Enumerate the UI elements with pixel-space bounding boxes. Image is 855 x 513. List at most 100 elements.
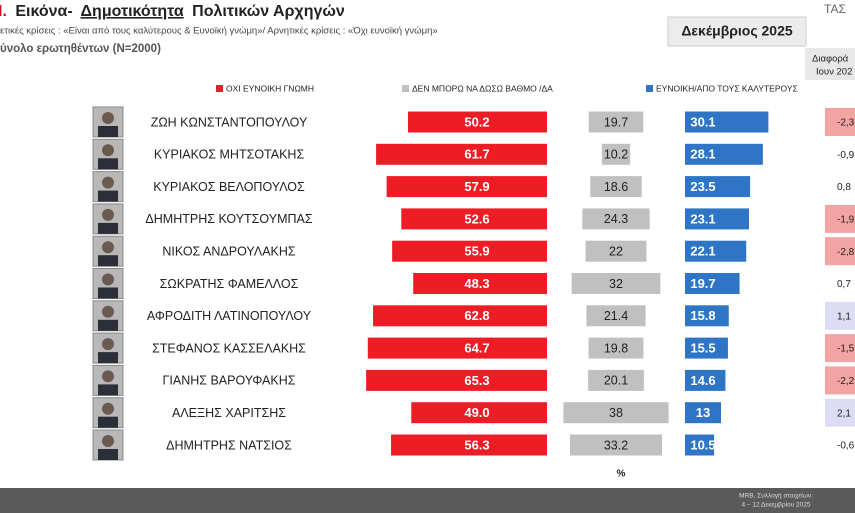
bar: [376, 143, 547, 165]
candidate-name: ΑΦΡΟΔΙΤΗ ΛΑΤΙΝΟΠΟΥΛΟΥ: [147, 309, 312, 323]
photo-head: [102, 435, 114, 447]
value-label: 14.6: [690, 373, 715, 388]
bar: [685, 111, 769, 133]
value-label: 62.8: [464, 308, 489, 323]
bar: [685, 208, 749, 230]
candidate-name: ΑΛΕΞΗΣ ΧΑΡΙΤΣΗΣ: [172, 406, 286, 420]
diff-cell: [825, 301, 855, 330]
bar: [685, 337, 728, 359]
photo-body: [98, 384, 118, 396]
diff-cell: [825, 366, 855, 395]
photo-head: [102, 112, 114, 124]
legend-label: ΔΕΝ ΜΠΟΡΩ ΝΑ ΔΩΣΩ ΒΑΘΜΟ /ΔΑ: [412, 83, 553, 93]
photo-body: [98, 287, 118, 299]
value-label: 28.1: [690, 147, 715, 162]
value-label: 61.7: [464, 147, 489, 162]
bar: [401, 208, 547, 230]
value-label: 10.5: [690, 437, 715, 452]
legend-label: ΕΥΝΟΙΚΗ/ΑΠΟ ΤΟΥΣ ΚΑΛΥΤΕΡΟΥΣ: [656, 83, 798, 93]
diff-cell: [825, 140, 855, 169]
candidate-name: ΓΙΑΝΗΣ ΒΑΡΟΥΦΑΚΗΣ: [163, 374, 296, 388]
diff-header: Διαφορά: [812, 54, 849, 65]
legend-swatch: [646, 85, 653, 92]
title-part: Πολιτικών Αρχηγών: [192, 3, 345, 20]
photo-body: [98, 255, 118, 267]
legend-swatch: [402, 85, 409, 92]
bar: [585, 240, 647, 262]
bar: [570, 434, 662, 456]
value-label: 23.1: [690, 211, 715, 226]
legend-label: ΟΧΙ ΕΥΝΟΙΚΗ ΓΝΩΜΗ: [226, 83, 314, 93]
value-label: 19.7: [604, 115, 628, 129]
value-label: 52.6: [464, 211, 489, 226]
diff-header-box: [805, 48, 855, 80]
bar: [588, 369, 644, 391]
photo-head: [102, 370, 114, 383]
bar: [590, 176, 642, 198]
bar: [367, 337, 547, 359]
candidate-name: ΚΥΡΙΑΚΟΣ ΜΗΤΣΟΤΑΚΗΣ: [154, 148, 305, 162]
value-label: 55.9: [464, 244, 489, 259]
photo-body: [98, 126, 118, 137]
bar: [685, 143, 763, 165]
bar: [373, 305, 547, 327]
bar: [407, 111, 547, 133]
photo-head: [102, 241, 114, 254]
bar: [685, 273, 740, 294]
value-label: 33.2: [604, 438, 628, 452]
diff-label: 2,1: [837, 408, 851, 419]
diff-label: -1,5: [837, 344, 855, 355]
value-label: 48.3: [464, 276, 489, 291]
diff-header: Ιουν 202: [816, 67, 852, 78]
bar: [386, 176, 547, 198]
value-label: 15.8: [690, 308, 715, 323]
source: 4 – 12 Δεκεμβρίου 2025: [742, 501, 811, 509]
value-label: 19.7: [690, 276, 715, 291]
logo: ΤΑΣ: [824, 2, 846, 16]
diff-cell: [825, 398, 855, 427]
sample-note: ύνολο ερωτηθέντων (N=2000): [0, 43, 161, 55]
value-label: 49.0: [464, 405, 489, 420]
diff-cell: [825, 204, 855, 233]
bar: [601, 143, 631, 165]
bar: [411, 402, 547, 424]
diff-label: 0,8: [837, 182, 851, 193]
bar: [571, 273, 661, 294]
diff-cell: [825, 108, 855, 136]
bar: [685, 176, 751, 198]
photo-body: [98, 190, 118, 202]
diff-cell: [825, 237, 855, 266]
candidate-name: ΣΤΕΦΑΝΟΣ ΚΑΣΣΕΛΑΚΗΣ: [152, 341, 306, 355]
photo-head: [102, 144, 114, 157]
value-label: 23.5: [690, 179, 715, 194]
value-label: 15.5: [690, 341, 715, 356]
value-label: 30.1: [690, 114, 715, 129]
candidate-name: ΚΥΡΙΑΚΟΣ ΒΕΛΟΠΟΥΛΟΣ: [153, 180, 305, 194]
value-label: 57.9: [464, 179, 489, 194]
bar: [588, 111, 644, 133]
candidate-name: ΖΩΗ ΚΩΝΣΤΑΝΤΟΠΟΥΛΟΥ: [151, 115, 308, 129]
plot: ΟΧΙ ΕΥΝΟΙΚΗ ΓΝΩΜΗ ΔΕΝ ΜΠΟΡΩ ΝΑ ΔΩΣΩ ΒΑΘΜΟ…: [92, 83, 855, 461]
value-label: 18.6: [604, 180, 628, 194]
bar: [563, 402, 669, 424]
unit-label: %: [617, 469, 626, 480]
photo-body: [98, 449, 118, 460]
photo-body: [98, 222, 118, 234]
bar: [586, 305, 646, 327]
period-box: [667, 16, 807, 47]
title-part: Εικόνα-: [15, 3, 72, 20]
value-label: 32: [609, 277, 623, 291]
candidate-name: ΣΩΚΡΑΤΗΣ ΦΑΜΕΛΛΟΣ: [160, 277, 299, 291]
candidate-name: ΔΗΜΗΤΡΗΣ ΚΟΥΤΣΟΥΜΠΑΣ: [145, 212, 312, 226]
photo-body: [98, 319, 118, 331]
candidate-name: ΔΗΜΗΤΡΗΣ ΝΑΤΣΙΟΣ: [166, 438, 292, 452]
bar: [582, 208, 650, 230]
diff-label: -2,8: [837, 247, 855, 258]
photo-head: [102, 208, 114, 221]
source: MRB, Συλλογή στοιχείων:: [739, 492, 813, 500]
footer-band: [0, 488, 855, 513]
photo-head: [102, 273, 114, 286]
period: Δεκέμβριος 2025: [681, 23, 793, 39]
bar: [685, 240, 747, 262]
diff-cell: [825, 334, 855, 363]
